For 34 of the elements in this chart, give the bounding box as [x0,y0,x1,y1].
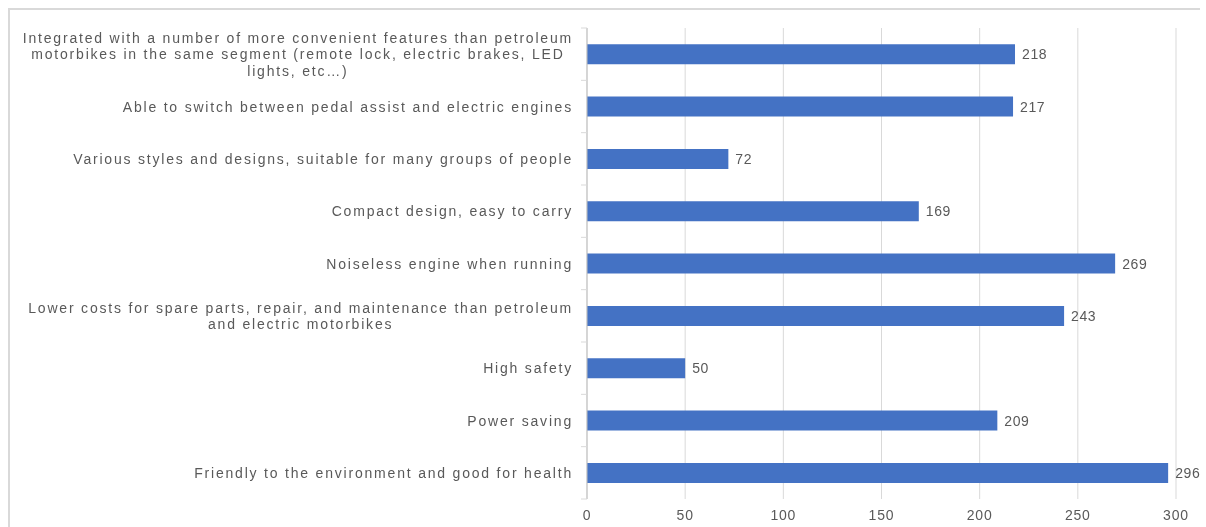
y-tick-label: High safety [483,360,573,377]
bar [587,358,686,379]
bar [587,305,1065,326]
y-tick-label: Able to switch between pedal assist and electric engines [122,98,573,115]
y-tick-label: Friendly to the environment and good for health [194,464,574,481]
y-tick-label: Lower costs for spare parts, repair, and maintenance than petroleum and electric motorbikes [28,299,574,333]
data-label: 169 [925,203,951,220]
bar [587,96,1014,117]
data-label: 72 [735,150,753,167]
x-tick-label: 250 [1064,506,1091,523]
x-tick-label: 200 [966,506,993,523]
bar [587,44,1016,65]
x-tick-label: 50 [676,506,694,523]
data-label: 209 [1004,412,1030,429]
data-label: 269 [1122,255,1148,272]
bar [587,410,998,431]
data-label: 218 [1022,46,1048,63]
x-tick-label: 100 [770,506,797,523]
y-tick-label: Noiseless engine when running [326,255,573,272]
x-tick-label: 0 [582,506,592,523]
y-tick-label: Integrated with a number of more convenient features than petroleum motorbikes in the same segment (remote lock, electric brakes, LED lights, etc…) [22,29,573,79]
data-label: 296 [1175,464,1201,481]
bar [587,201,919,222]
bar [587,253,1116,274]
y-tick-label: Compact design, easy to carry [331,203,574,220]
y-tick-label: Various styles and designs, suitable for many groups of people [73,150,574,167]
y-tick-label: Power saving [467,412,574,429]
data-label: 50 [692,360,709,377]
bar [587,148,729,169]
data-label: 217 [1020,98,1046,115]
x-tick-label: 300 [1163,506,1189,523]
data-label: 243 [1071,307,1097,324]
bar [587,462,1169,483]
x-tick-label: 150 [868,506,895,523]
